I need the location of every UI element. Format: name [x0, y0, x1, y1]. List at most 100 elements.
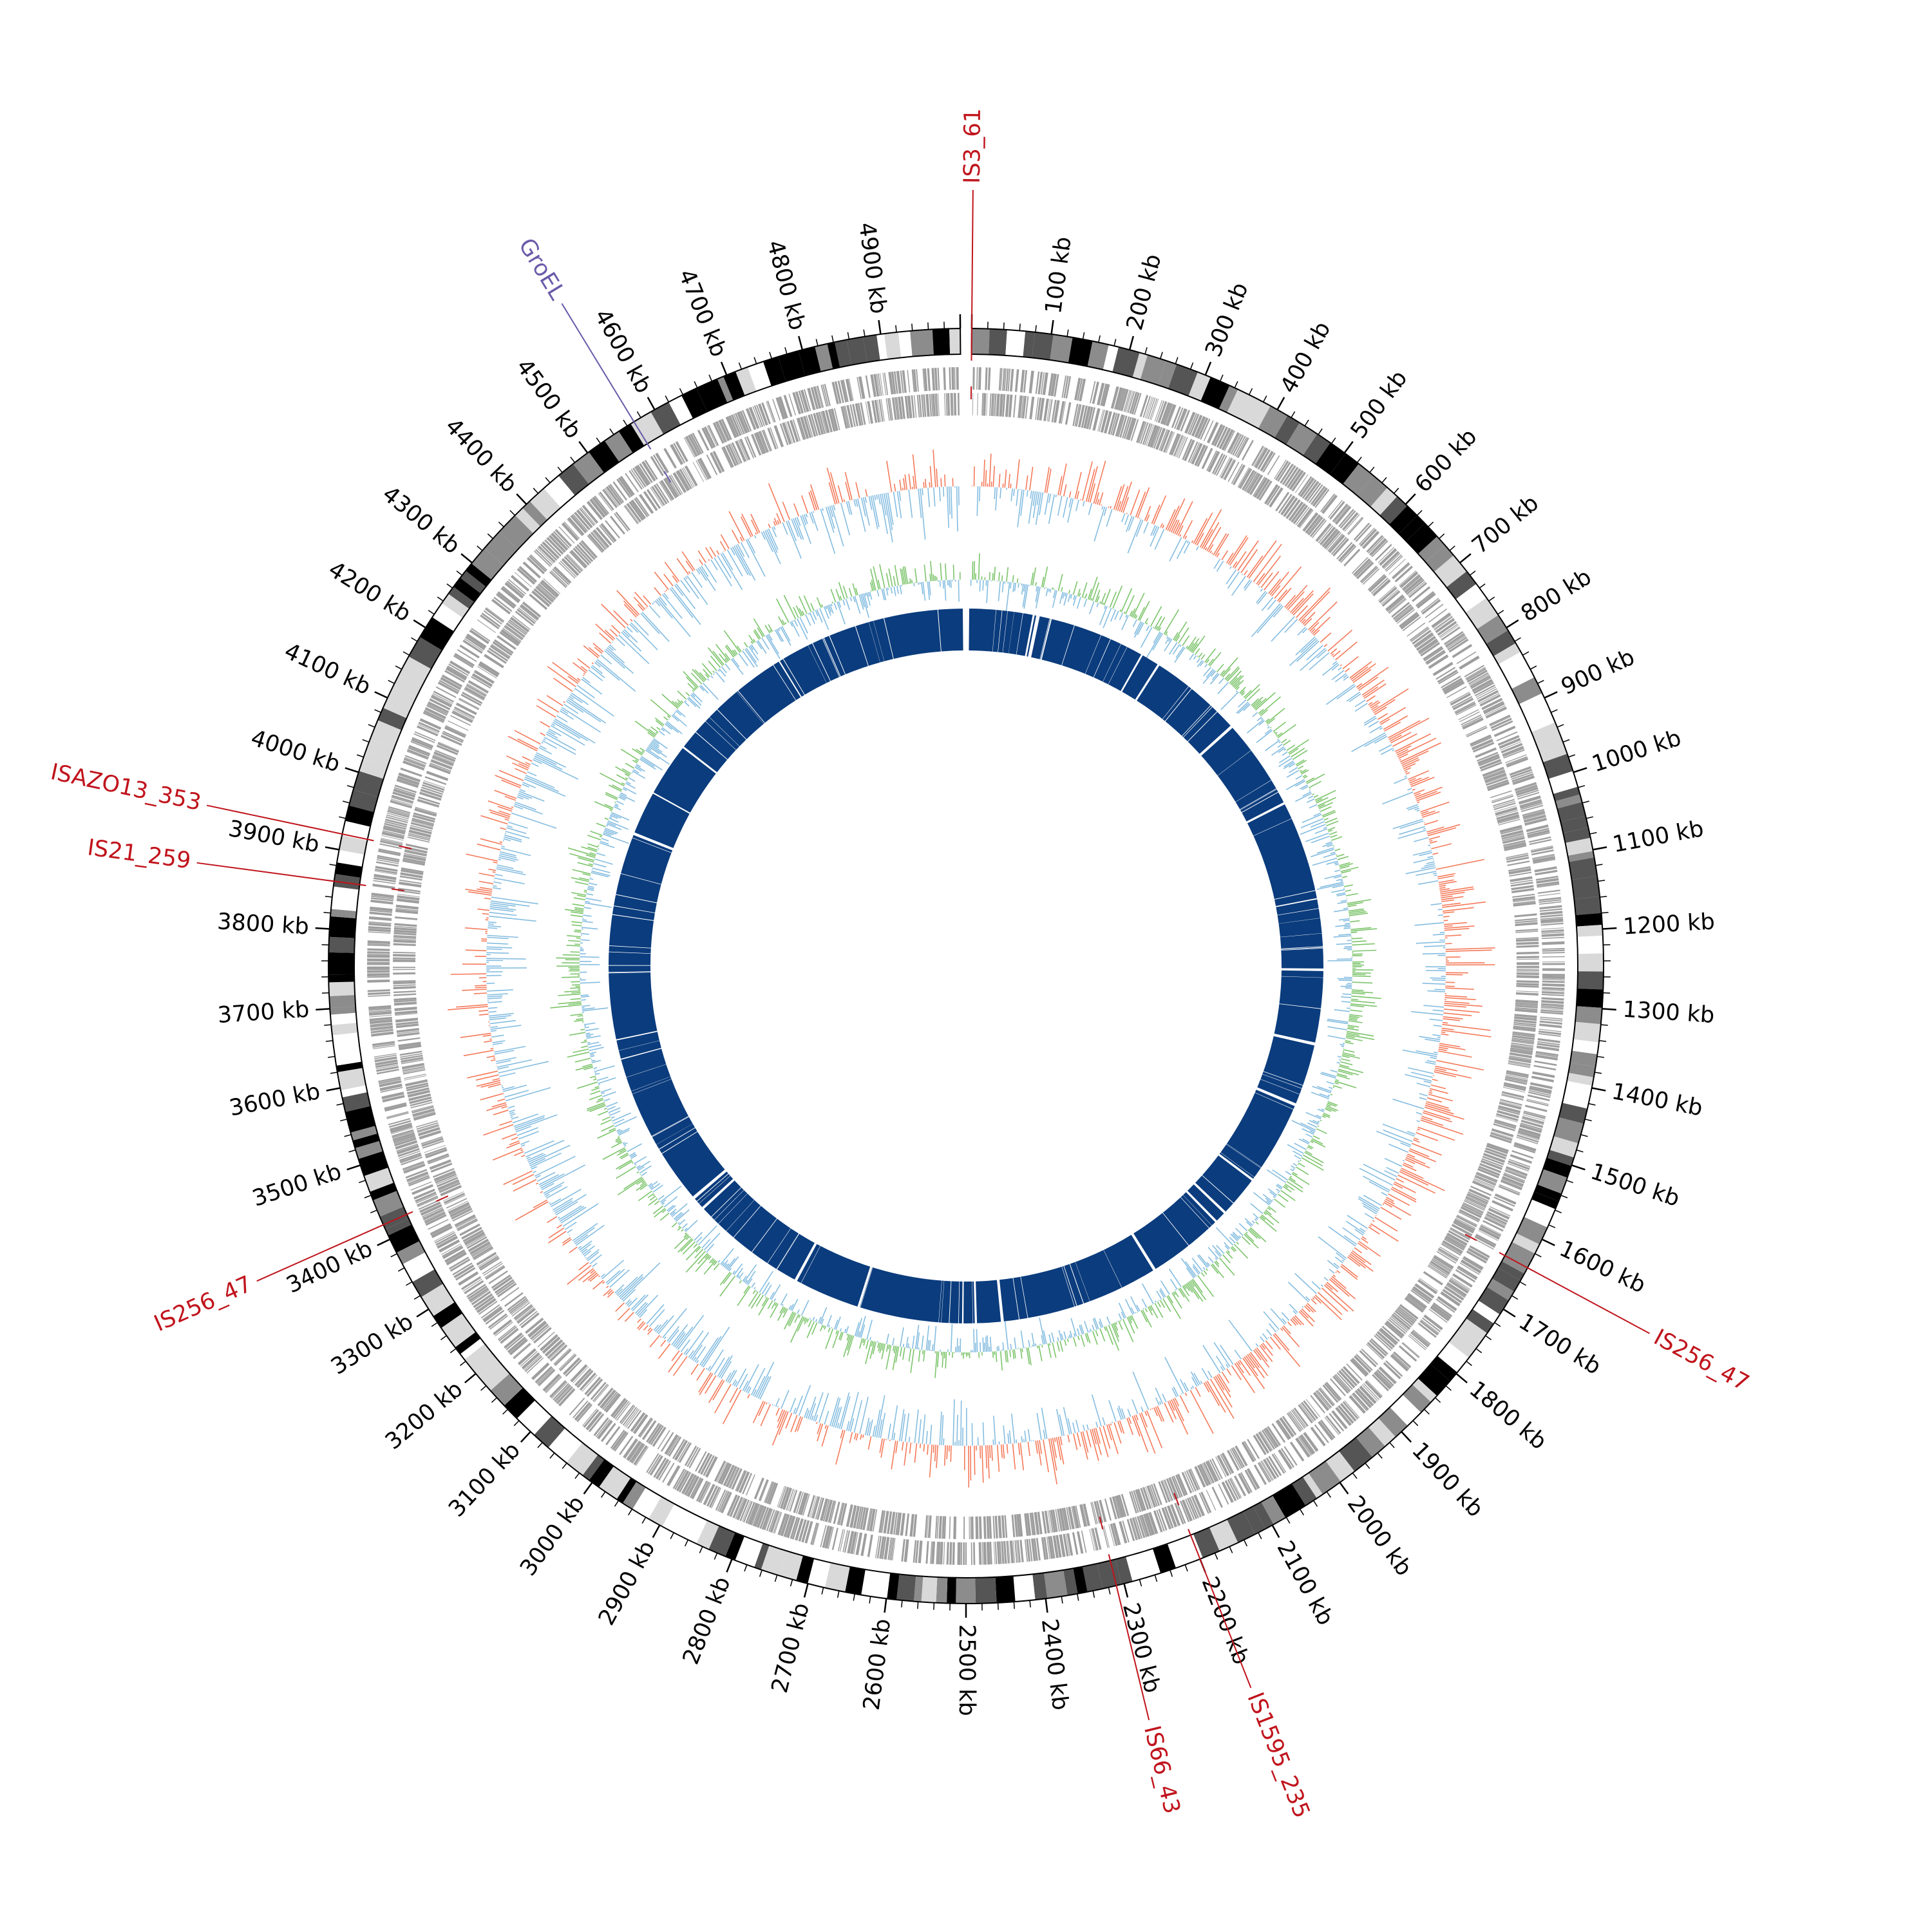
gene-block	[1166, 431, 1175, 453]
tick-mark	[1377, 1452, 1383, 1459]
gene-block	[448, 1202, 470, 1215]
gene-block	[1331, 1410, 1348, 1430]
gene-block	[1110, 386, 1119, 409]
gene-block	[698, 457, 712, 479]
tick-mark	[1243, 1539, 1248, 1547]
gene-block	[703, 1484, 715, 1506]
gene-block	[1177, 1473, 1188, 1495]
gene-block	[1132, 1517, 1141, 1540]
gene-block	[905, 1513, 909, 1537]
ideogram-band	[432, 603, 463, 632]
ideogram-band	[1577, 935, 1604, 954]
gene-block	[1035, 397, 1039, 420]
gene-block	[993, 1541, 996, 1564]
gene-block	[482, 1261, 502, 1274]
gene-block	[1079, 1504, 1087, 1527]
gene-block	[1385, 554, 1402, 571]
tick-mark	[583, 1482, 593, 1495]
tick-mark	[325, 896, 332, 898]
gene-block	[1322, 1384, 1339, 1403]
tick-mark	[798, 336, 804, 350]
gene-block	[896, 397, 900, 420]
ideogram-band	[342, 1092, 371, 1112]
gene-block	[553, 1348, 571, 1365]
ideogram-band	[1539, 744, 1567, 762]
gene-block	[518, 565, 537, 583]
gene-block	[1134, 1517, 1143, 1539]
gene-block	[996, 1541, 1001, 1564]
gene-block	[1444, 1236, 1465, 1249]
gene-block	[614, 1432, 629, 1452]
gene-block	[1160, 430, 1171, 452]
gene-block	[423, 780, 446, 788]
gene-block	[1206, 1490, 1217, 1511]
feature-gap	[1240, 789, 1278, 811]
gene-block	[1142, 1486, 1152, 1510]
ideogram-band	[1469, 603, 1499, 630]
gene-block	[397, 1030, 420, 1034]
tick-mark	[446, 583, 453, 589]
gene-block	[412, 1184, 433, 1195]
gene-block	[1477, 753, 1500, 765]
gene-block	[561, 522, 579, 542]
ideogram-band	[1132, 1548, 1161, 1580]
gene-block	[626, 503, 642, 523]
tick-mark	[1263, 395, 1267, 402]
gene-block	[1321, 528, 1339, 547]
gene-block	[1320, 493, 1336, 513]
gene-block	[1484, 705, 1506, 716]
gene-block	[892, 1538, 896, 1561]
ideogram-band	[1493, 643, 1521, 665]
gene-block	[1191, 1496, 1201, 1518]
feature-gap	[782, 658, 806, 696]
gene-block	[1072, 1532, 1079, 1555]
gene-block	[1431, 612, 1451, 628]
feature-gap	[1235, 779, 1273, 802]
feature-gap	[998, 609, 1003, 653]
feature-gap	[615, 1030, 658, 1041]
gene-block	[374, 1056, 397, 1063]
gene-block	[553, 531, 570, 549]
gene-block	[455, 1217, 477, 1228]
feature-gap	[1275, 898, 1318, 907]
gene-block	[1074, 404, 1081, 427]
gene-block	[1517, 1134, 1539, 1143]
gene-block	[440, 734, 462, 746]
gene-block	[516, 1307, 536, 1324]
ideogram-band	[1032, 1573, 1048, 1600]
feature-gap	[1240, 791, 1279, 813]
gene-block	[1271, 1454, 1285, 1474]
ideogram-band	[876, 334, 888, 361]
gene-block	[1539, 899, 1562, 904]
gene-block	[646, 1423, 660, 1443]
gene-block	[1227, 461, 1240, 482]
gene-block	[753, 1504, 764, 1528]
gene-block	[1514, 913, 1537, 918]
gene-block	[379, 843, 402, 849]
gene-block	[1513, 900, 1536, 904]
gene-block	[415, 1120, 438, 1128]
gene-block	[399, 1050, 422, 1056]
gene-block	[1193, 1494, 1206, 1517]
gene-block	[1026, 1539, 1031, 1562]
gene-block	[386, 816, 408, 824]
gene-block	[812, 1496, 820, 1519]
gene-block	[404, 755, 427, 764]
gene-block	[1512, 896, 1535, 902]
gene-block	[1362, 568, 1380, 585]
gene-block	[1014, 1540, 1018, 1563]
gene-block	[1520, 1119, 1544, 1128]
tick-mark	[1466, 1361, 1472, 1367]
gene-block	[1335, 1374, 1351, 1392]
tick-mark	[1485, 1335, 1492, 1340]
ideogram-band	[1227, 389, 1250, 419]
gene-block	[1483, 702, 1505, 715]
gene-block	[459, 697, 480, 710]
gene-block	[1240, 468, 1253, 489]
gene-block	[1329, 1413, 1345, 1432]
gene-block	[1147, 397, 1156, 420]
gene-block	[433, 690, 455, 703]
gene-block	[883, 1511, 889, 1534]
gene-block	[602, 1391, 618, 1410]
